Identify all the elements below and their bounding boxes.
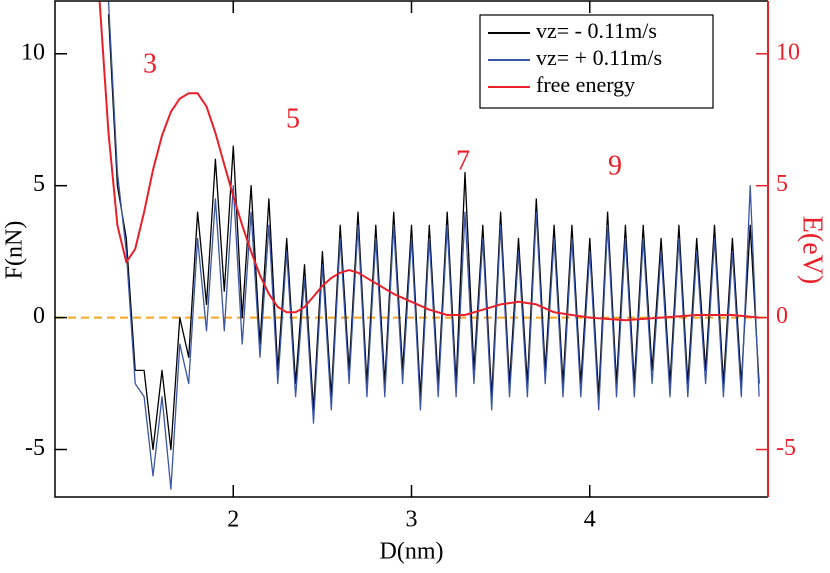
x-tick-label: 2 [227,507,239,533]
y-tick-label: 0 [33,303,45,329]
y2-tick-label: -5 [776,435,796,461]
legend-label: vz= - 0.11m/s [536,18,657,43]
plot-area [55,1,768,490]
legend-label: free energy [536,72,635,97]
legend-label: vz= + 0.11m/s [536,45,662,70]
y-tick-label: 10 [21,39,45,65]
annotation: 3 [143,48,157,79]
y-axis-label: F(nN) [2,221,28,280]
annotation: 5 [286,103,300,134]
annotation: 9 [608,150,622,181]
y2-tick-label: 10 [776,39,800,65]
y2-tick-label: 0 [776,303,788,329]
y2-axis-label: E(eV) [797,216,828,284]
annotation: 7 [456,145,470,176]
series-line [98,1,760,322]
x-tick-label: 4 [584,507,596,533]
x-axis-label: D(nm) [380,539,444,565]
x-tick-label: 3 [406,507,418,533]
y2-tick-label: 5 [776,171,788,197]
series-line [107,1,760,490]
legend-box [479,14,714,109]
y-tick-label: -5 [25,435,45,461]
y-tick-label: 5 [33,171,45,197]
series-line [107,14,760,451]
